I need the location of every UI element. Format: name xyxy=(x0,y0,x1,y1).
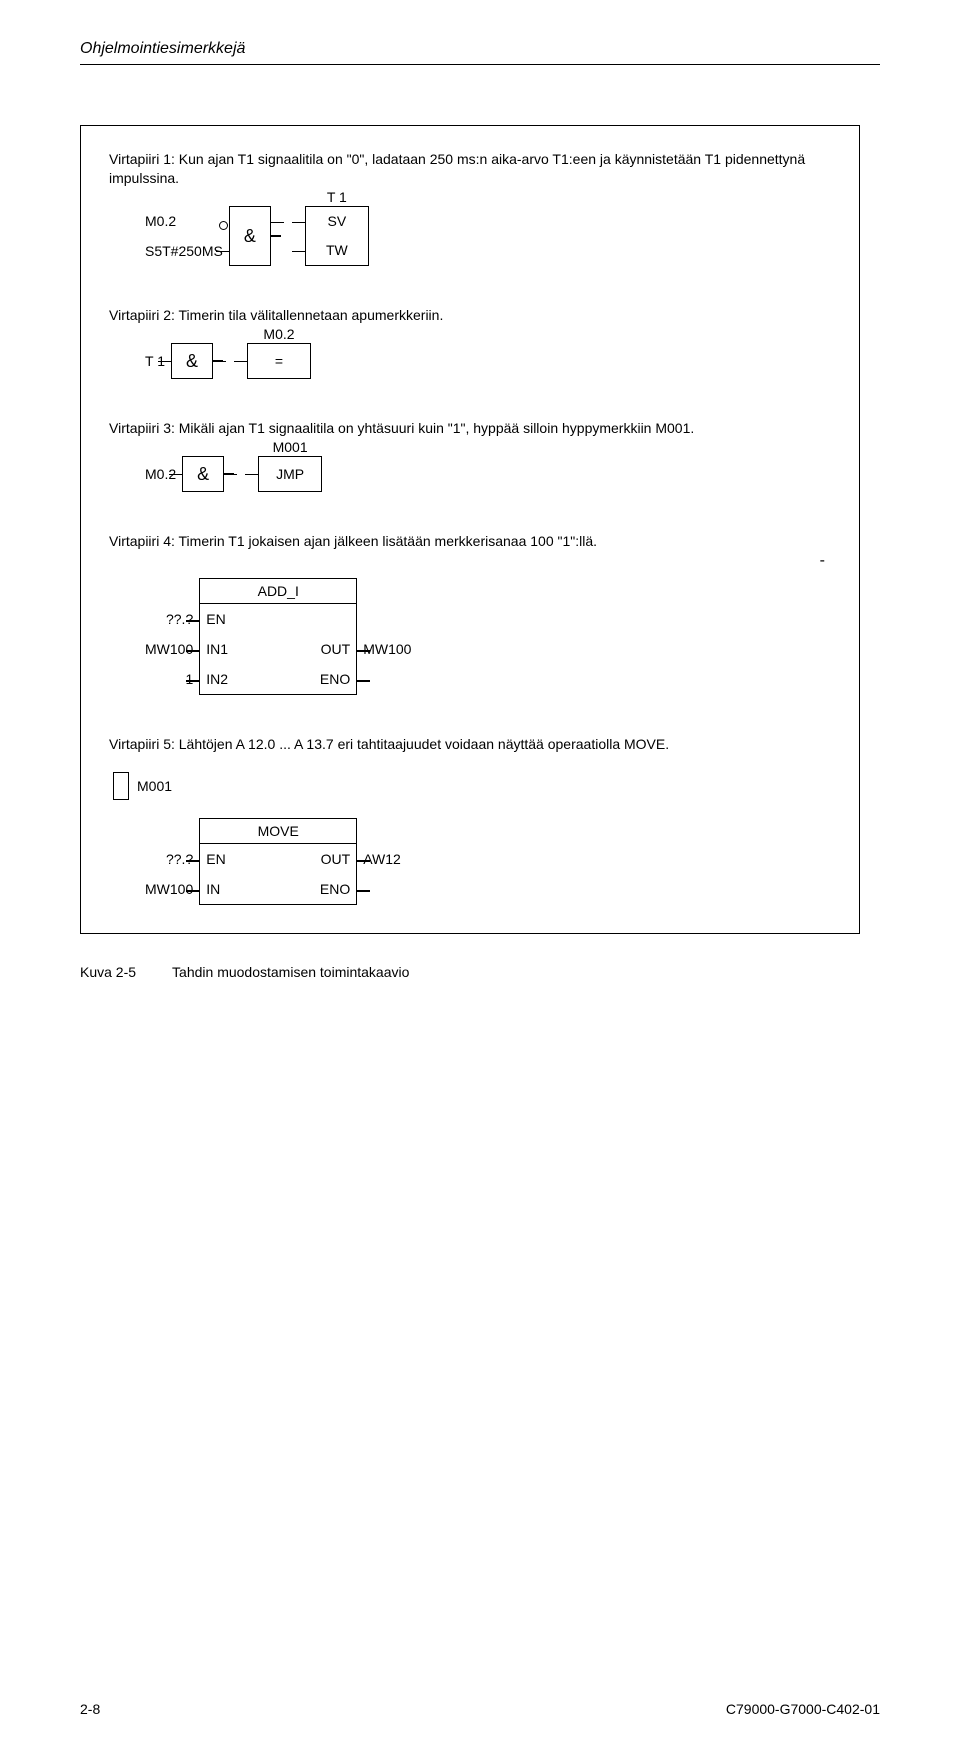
tw-row: TW xyxy=(326,236,348,265)
diagram-container: Virtapiiri 1: Kun ajan T1 signaalitila o… xyxy=(80,125,860,934)
section1-text: Virtapiiri 1: Kun ajan T1 signaalitila o… xyxy=(109,150,831,188)
and-gate-1: & xyxy=(229,206,271,266)
add-block: ??.? MW100 1 ADD_I EN IN1 OUT xyxy=(145,578,831,695)
assign-box: M0.2 = xyxy=(247,343,311,379)
section2-text: Virtapiiri 2: Timerin tila välitallennet… xyxy=(109,306,831,325)
jmp-symbol: JMP xyxy=(276,466,304,482)
and-gate-3: & xyxy=(182,456,224,492)
fbd-block-2: T 1 & M0.2 = xyxy=(145,343,311,379)
move-in-src: MW100 xyxy=(145,874,193,904)
s1-in-bot: S5T#250MS xyxy=(145,243,223,259)
and-symbol: & xyxy=(244,206,256,266)
add-in1-src: MW100 xyxy=(145,634,193,664)
s1-in-top: M0.2 xyxy=(145,213,223,229)
add-func-box: ADD_I EN IN1 OUT IN2 ENO xyxy=(199,578,357,695)
move-block: ??.? MW100 MOVE EN OUT IN ENO xyxy=(145,818,831,905)
add-en-src: ??.? xyxy=(145,604,193,634)
jmp-out-label: M001 xyxy=(259,439,321,455)
move-eno: ENO xyxy=(314,874,356,904)
jmp-box: M001 JMP xyxy=(258,456,322,492)
segment-bracket: M001 xyxy=(113,772,831,800)
move-out: OUT xyxy=(315,844,357,874)
add-in2: IN2 xyxy=(200,664,314,694)
add-out-dst: MW100 xyxy=(363,634,411,664)
move-title: MOVE xyxy=(200,819,356,844)
assign-out-label: M0.2 xyxy=(248,326,310,342)
figure-caption: Kuva 2-5 Tahdin muodostamisen toimintaka… xyxy=(80,964,880,980)
dash-mark: - xyxy=(109,552,825,570)
move-in: IN xyxy=(200,874,314,904)
and-symbol-2: & xyxy=(186,343,198,379)
fbd-block-1: M0.2 S5T#250MS & T 1 SV xyxy=(145,206,369,266)
add-eno: ENO xyxy=(314,664,356,694)
section4-text: Virtapiiri 4: Timerin T1 jokaisen ajan j… xyxy=(109,532,831,551)
footer-page-num: 2-8 xyxy=(80,1701,100,1717)
timer-label: T 1 xyxy=(306,189,368,205)
footer-doc-id: C79000-G7000-C402-01 xyxy=(726,1701,880,1717)
assign-symbol: = xyxy=(275,353,283,369)
negation-dot xyxy=(219,221,228,230)
page-footer: 2-8 C79000-G7000-C402-01 xyxy=(80,1701,880,1717)
caption-id: Kuva 2-5 xyxy=(80,964,136,980)
add-title: ADD_I xyxy=(200,579,356,604)
fbd-block-3: M0.2 & M001 JMP xyxy=(145,456,322,492)
section3-text: Virtapiiri 3: Mikäli ajan T1 signaalitil… xyxy=(109,419,831,438)
add-in2-src: 1 xyxy=(145,664,193,694)
move-func-box: MOVE EN OUT IN ENO xyxy=(199,818,357,905)
segment-label: M001 xyxy=(129,772,180,800)
timer-box: T 1 SV TW xyxy=(305,206,369,266)
move-en: EN xyxy=(200,844,314,874)
add-en: EN xyxy=(200,604,356,634)
caption-text: Tahdin muodostamisen toimintakaavio xyxy=(172,964,409,980)
section5-text: Virtapiiri 5: Lähtöjen A 12.0 ... A 13.7… xyxy=(109,735,831,754)
and-gate-2: & xyxy=(171,343,213,379)
move-out-dst: AW12 xyxy=(363,844,401,874)
add-out: OUT xyxy=(315,634,357,664)
sv-row: SV xyxy=(327,207,346,236)
and-symbol-3: & xyxy=(197,456,209,492)
move-en-src: ??.? xyxy=(145,844,193,874)
page-header: Ohjelmointiesimerkkejä xyxy=(80,40,880,65)
add-in1: IN1 xyxy=(200,634,314,664)
